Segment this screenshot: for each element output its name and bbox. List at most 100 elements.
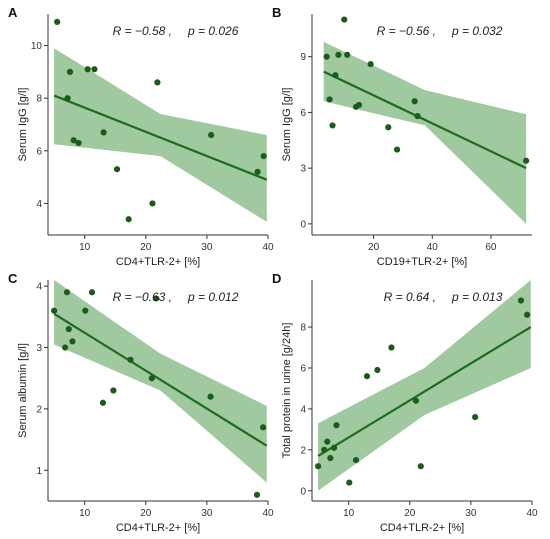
panel-label: B <box>272 5 281 20</box>
panel-a: 10 20 30 40 4 6 8 10 CD4+TLR-2+ [%] Serum IgG [g/… <box>8 5 274 268</box>
data-point <box>412 397 419 404</box>
data-point <box>254 168 261 175</box>
data-point <box>113 166 121 173</box>
data-point <box>62 344 69 351</box>
confidence-band <box>54 48 267 222</box>
p-value: p = 0.032 <box>451 24 503 38</box>
y-tick-label: 8 <box>300 323 306 334</box>
correlation-r: R = −0.63 , <box>113 290 172 304</box>
y-tick-label: 9 <box>300 52 306 63</box>
y-tick-label: 3 <box>36 343 42 354</box>
data-point <box>327 454 334 462</box>
y-tick-label: 2 <box>36 404 42 415</box>
data-point <box>367 61 374 68</box>
data-point <box>333 422 340 429</box>
y-tick-label: 4 <box>36 282 42 293</box>
data-point <box>517 297 525 304</box>
p-value: p = 0.013 <box>451 290 503 304</box>
data-point <box>393 146 401 153</box>
x-tick-label: 30 <box>465 508 477 519</box>
data-point <box>329 122 336 129</box>
data-point <box>207 393 214 400</box>
x-tick-label: 20 <box>368 242 380 253</box>
y-tick-label: 4 <box>36 199 42 210</box>
data-point <box>110 387 117 394</box>
y-tick-label: 10 <box>31 41 43 52</box>
x-tick-label: 20 <box>140 242 152 253</box>
data-point <box>417 463 424 470</box>
data-point <box>385 124 392 131</box>
x-tick-label: 10 <box>343 508 355 519</box>
y-tick-label: 6 <box>36 146 42 157</box>
x-axis-title: CD19+TLR-2+ [%] <box>377 256 467 268</box>
data-point <box>125 216 132 223</box>
data-point <box>54 18 61 25</box>
x-tick-label: 40 <box>262 508 274 519</box>
panel-label: A <box>8 5 18 20</box>
confidence-band <box>54 280 267 483</box>
x-tick-label: 20 <box>404 508 416 519</box>
y-tick-label: 2 <box>300 445 306 456</box>
data-point <box>154 79 161 86</box>
panel-label: D <box>272 271 281 286</box>
y-axis-title: Serum IgG [g/l] <box>17 88 29 162</box>
data-point <box>91 66 98 73</box>
p-value: p = 0.026 <box>187 24 239 38</box>
y-tick-label: 6 <box>300 363 306 374</box>
data-point <box>84 66 91 73</box>
y-tick-label: 6 <box>300 108 306 119</box>
data-point <box>82 307 89 314</box>
data-point <box>51 307 58 314</box>
data-point <box>344 51 351 58</box>
data-point <box>88 289 96 296</box>
x-axis-title: CD4+TLR-2+ [%] <box>380 522 464 534</box>
x-tick-label: 30 <box>201 508 213 519</box>
data-point <box>260 424 267 431</box>
x-tick-label: 10 <box>79 242 91 253</box>
x-tick-label: 10 <box>79 508 91 519</box>
data-point <box>388 344 395 351</box>
data-point <box>64 95 71 102</box>
x-tick-label: 60 <box>485 242 497 253</box>
panel-b: 20 40 60 0 3 6 9 CD19+TLR-2+ [%] Serum IgG [g/l]… <box>272 5 532 268</box>
y-axis-title: Serum IgG [g/l] <box>281 88 293 162</box>
data-point <box>127 356 134 363</box>
data-point <box>524 311 531 318</box>
data-point <box>355 101 363 109</box>
data-point <box>374 366 381 374</box>
data-point <box>341 16 348 23</box>
data-point <box>323 53 330 60</box>
x-tick-label: 40 <box>427 242 439 253</box>
panel-c: 10 20 30 40 1 2 3 4 CD4+TLR-2+ [%] Serum albumin … <box>8 271 274 534</box>
regression-line <box>53 94 268 181</box>
correlation-r: R = −0.58 , <box>113 24 172 38</box>
data-point <box>69 338 76 345</box>
y-tick-label: 1 <box>36 466 42 477</box>
data-point <box>149 200 156 207</box>
y-tick-label: 0 <box>300 486 306 497</box>
data-point <box>70 137 77 144</box>
regression-line <box>323 70 527 170</box>
regression-line <box>53 312 268 447</box>
x-tick-label: 40 <box>526 508 538 519</box>
data-point <box>63 289 71 296</box>
y-axis-title: Total protein in urine [g/24h] <box>281 323 293 459</box>
panel-d: 10 20 30 40 0 2 4 6 8 CD4+TLR-2+ [%] Total protein… <box>272 271 538 534</box>
x-tick-label: 30 <box>201 242 213 253</box>
data-point <box>148 375 155 382</box>
y-axis-title: Serum albumin [g/l] <box>17 343 29 438</box>
data-point <box>253 491 261 498</box>
confidence-band <box>318 280 531 491</box>
y-tick-label: 4 <box>300 404 306 415</box>
data-point <box>324 438 331 445</box>
data-point <box>100 129 107 136</box>
data-point <box>352 456 360 464</box>
x-axis-title: CD4+TLR-2+ [%] <box>116 256 200 268</box>
data-point <box>335 51 342 58</box>
data-point <box>332 72 339 79</box>
data-point <box>523 157 530 164</box>
data-point <box>208 131 215 139</box>
data-point <box>330 444 338 451</box>
data-point <box>260 152 267 160</box>
